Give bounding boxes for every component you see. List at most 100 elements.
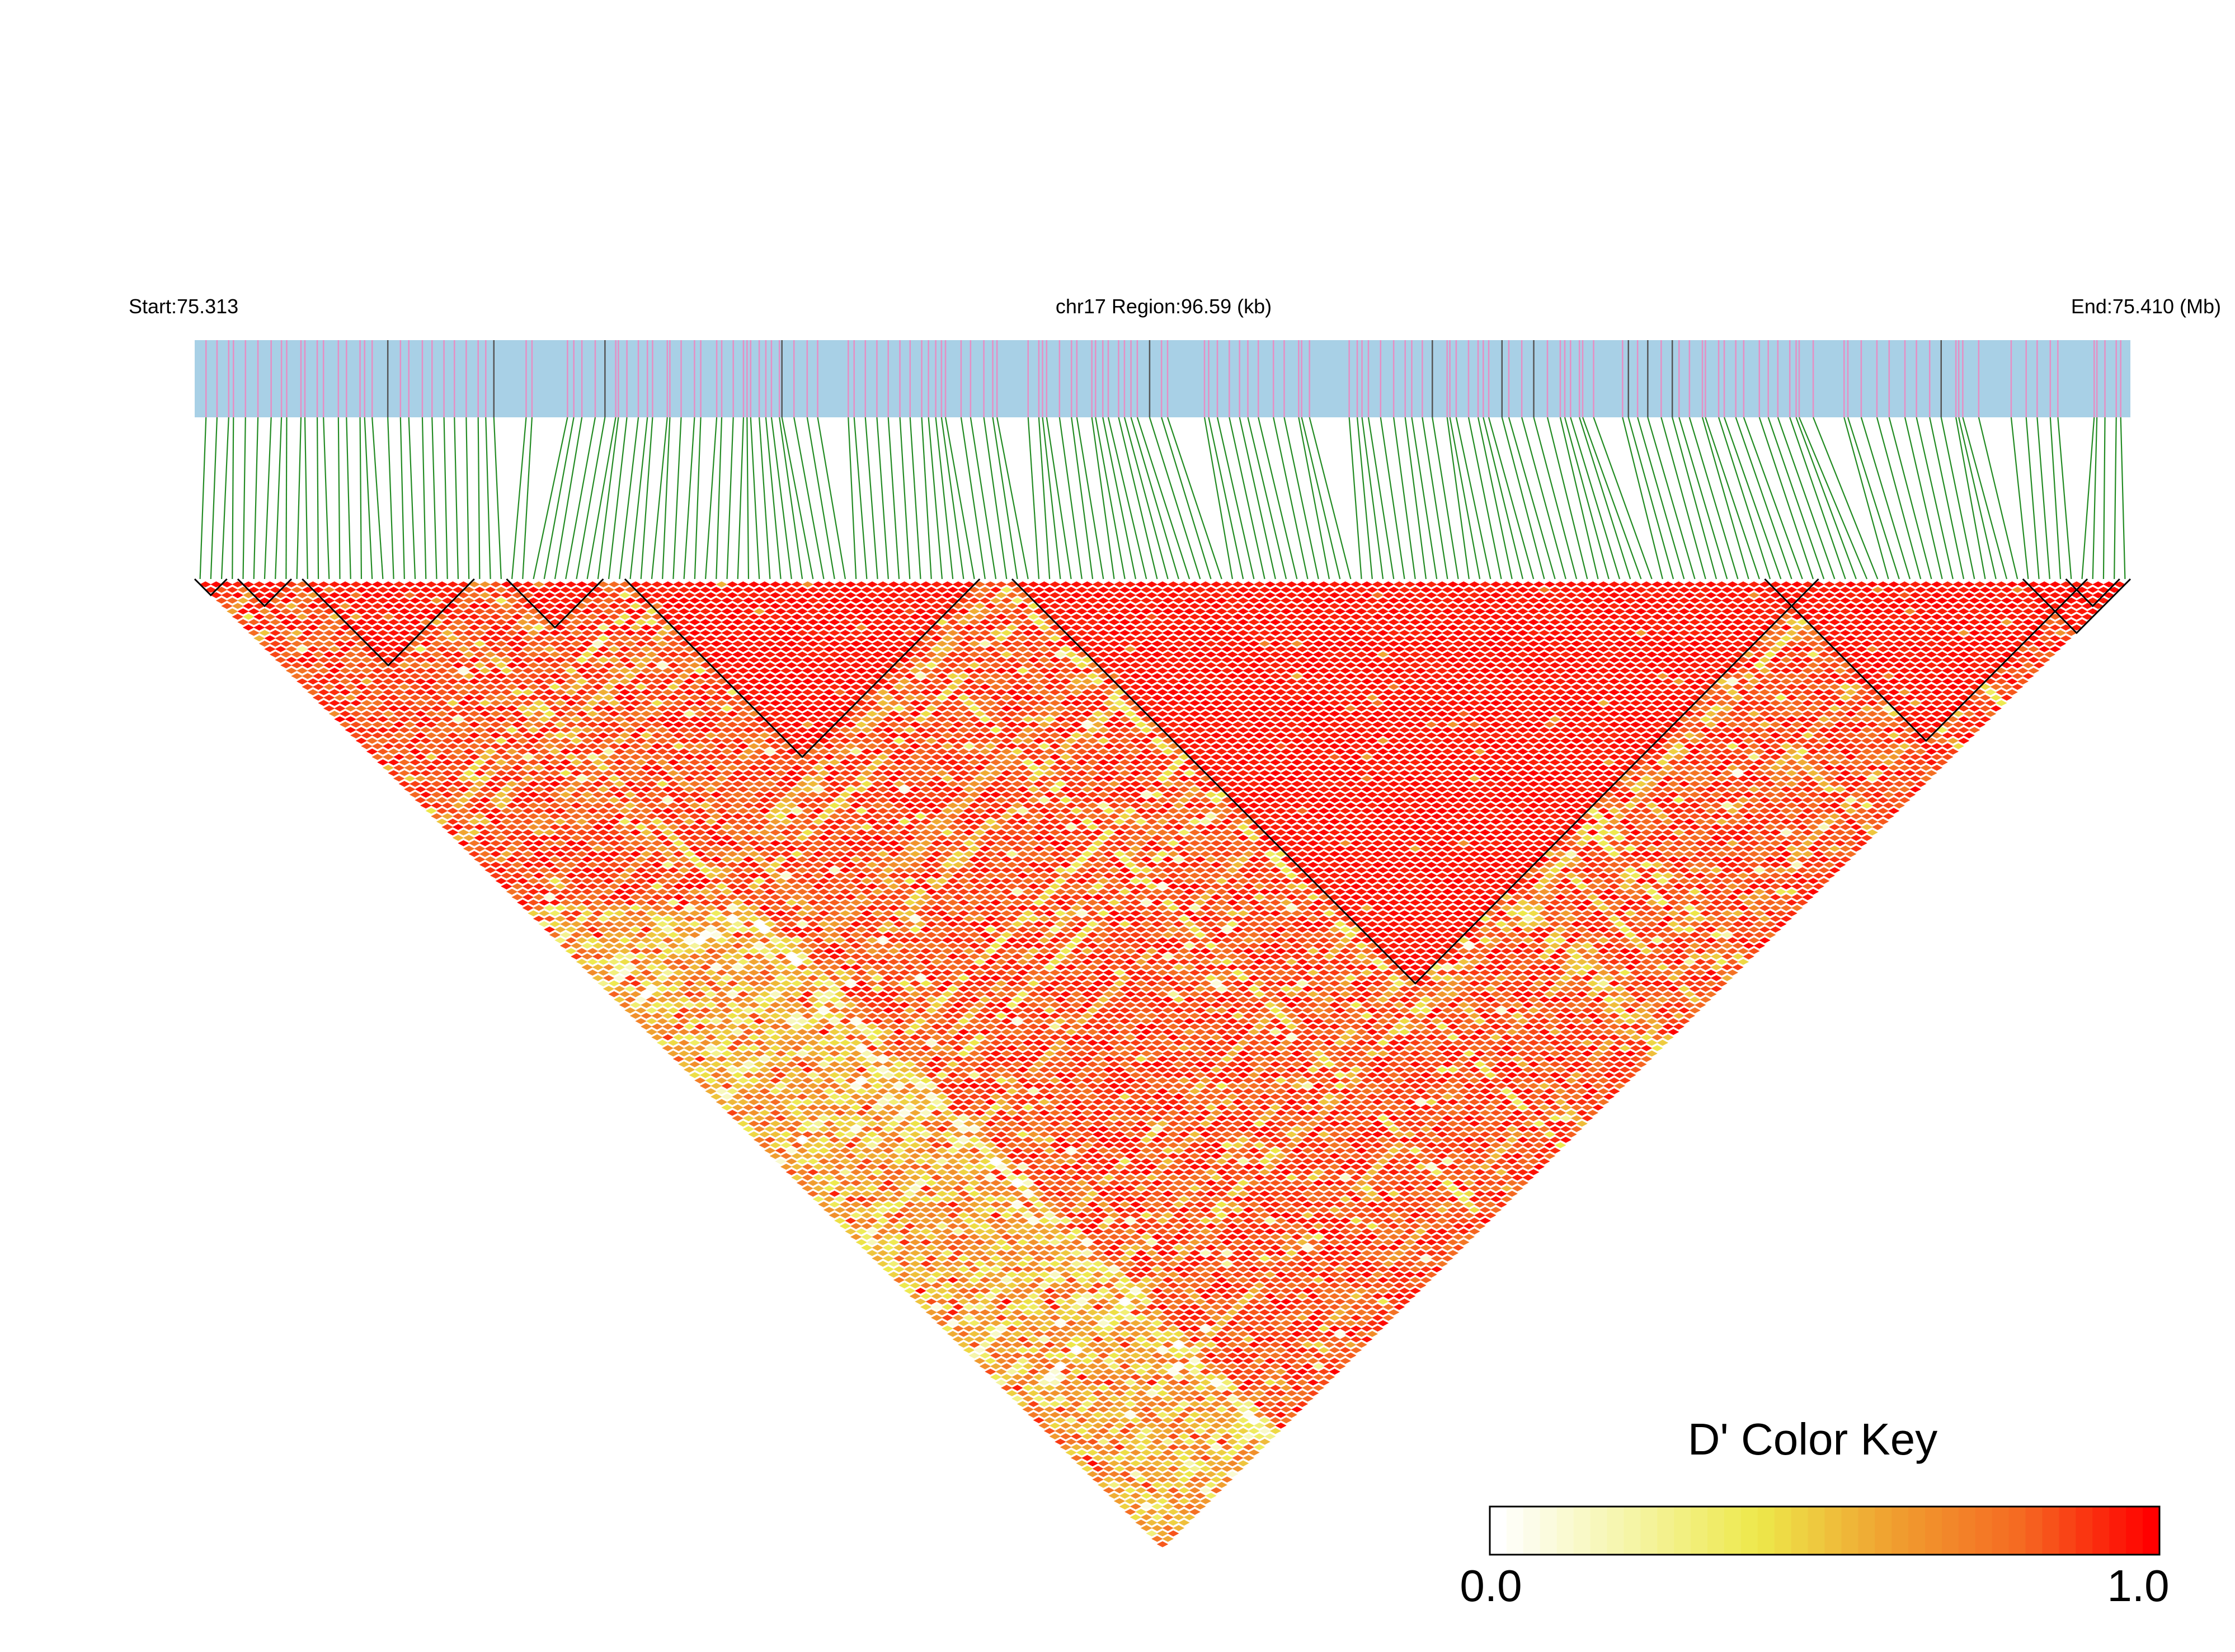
ld-cell: [850, 975, 862, 981]
ld-cell: [748, 872, 760, 879]
ld-cell: [667, 856, 679, 863]
ld-cell: [909, 1174, 921, 1181]
snp-connector: [1647, 417, 1696, 580]
ld-cell: [592, 727, 604, 733]
snp-connector: [511, 417, 527, 580]
ld-cell: [958, 1190, 970, 1197]
ld-cell: [1076, 1363, 1088, 1369]
ld-cell: [834, 1109, 846, 1116]
ld-cell: [597, 732, 609, 738]
ld-cell: [501, 829, 512, 836]
snp-connector: [199, 417, 207, 580]
ld-cell: [968, 1093, 980, 1100]
ld-cell: [248, 608, 260, 615]
ld-cell: [850, 1093, 862, 1100]
ld-cell: [441, 651, 453, 658]
ld-cell: [1011, 1255, 1023, 1262]
ld-cell: [872, 1104, 883, 1111]
ld-cell: [1108, 1298, 1120, 1305]
ld-cell: [952, 1207, 964, 1213]
ld-cell: [942, 1196, 953, 1202]
ld-cell: [769, 1034, 782, 1041]
snp-connector: [1916, 417, 1954, 580]
ld-cell: [377, 716, 389, 723]
ld-cell: [1216, 1385, 1227, 1391]
ld-cell: [587, 689, 599, 695]
ld-cell: [672, 883, 685, 889]
ld-cell: [823, 1066, 835, 1073]
ld-cell: [425, 743, 437, 750]
ld-cell: [785, 931, 798, 938]
ld-cell: [474, 856, 486, 863]
ld-cell: [565, 710, 577, 717]
ld-cell: [775, 943, 787, 949]
ld-cell: [711, 845, 722, 852]
snp-connector: [1102, 417, 1137, 580]
ld-cell: [1119, 1374, 1131, 1380]
ld-cell: [753, 845, 765, 852]
ld-cell: [506, 673, 518, 679]
ld-cell: [1183, 1449, 1196, 1456]
ld-cell: [441, 802, 453, 809]
ld-cell: [662, 991, 674, 997]
ld-cell: [1151, 1320, 1163, 1326]
ld-cell: [705, 905, 717, 911]
ld-cell: [1194, 1417, 1206, 1424]
ld-cell: [759, 926, 770, 933]
ld-cell: [721, 1061, 733, 1067]
ld-cell: [1006, 1358, 1018, 1364]
ld-cell: [619, 808, 631, 814]
ld-cell: [528, 727, 539, 733]
ld-cell: [1162, 1428, 1174, 1434]
ld-cell: [705, 840, 717, 846]
ld-cell: [1055, 1255, 1066, 1262]
snp-connector: [522, 417, 533, 580]
ld-cell: [576, 797, 588, 803]
ld-cell: [603, 705, 615, 712]
ld-cell: [1226, 1471, 1239, 1477]
ld-cell: [544, 808, 556, 814]
ld-cell: [614, 867, 625, 873]
ld-cell: [538, 899, 550, 906]
ld-cell: [1146, 1282, 1158, 1289]
ld-cell: [1253, 1411, 1265, 1418]
ld-cell: [662, 1013, 674, 1019]
ld-cell: [565, 915, 577, 922]
ld-cell: [641, 894, 652, 901]
ld-cell: [726, 915, 738, 922]
ld-cell: [624, 835, 636, 841]
ld-cell: [361, 700, 373, 707]
ld-cell: [732, 899, 744, 906]
ld-cell: [775, 1072, 787, 1079]
ld-cell: [629, 969, 642, 976]
ld-cell: [802, 1034, 813, 1041]
ld-cell: [280, 651, 292, 658]
ld-cell: [458, 764, 469, 771]
ld-cell: [839, 1007, 851, 1014]
ld-cell: [909, 1013, 921, 1019]
ld-cell: [1065, 1438, 1077, 1445]
ld-cell: [1178, 1509, 1190, 1515]
ld-cell: [823, 1207, 835, 1213]
ld-cell: [1130, 1460, 1142, 1467]
ld-cell: [506, 867, 518, 873]
ld-cell: [554, 905, 566, 911]
ld-cell: [947, 1244, 959, 1251]
ld-cell: [968, 1158, 980, 1165]
ld-cell: [1071, 1444, 1083, 1451]
ld-cell: [1124, 1271, 1136, 1278]
ld-cell: [1221, 1368, 1233, 1375]
ld-cell: [1098, 1395, 1109, 1402]
ld-cell: [1065, 1417, 1077, 1424]
ld-cell: [711, 823, 722, 830]
ld-cell: [1168, 1411, 1179, 1418]
ld-cell: [1130, 1277, 1142, 1283]
ld-cell: [447, 700, 459, 707]
ld-cell: [678, 1018, 690, 1024]
ld-cell: [882, 1201, 895, 1208]
ld-cell: [1001, 1137, 1013, 1143]
ld-cell: [366, 597, 378, 604]
ld-cell: [549, 641, 561, 647]
ld-cell: [608, 840, 620, 846]
ld-cell: [597, 862, 609, 868]
